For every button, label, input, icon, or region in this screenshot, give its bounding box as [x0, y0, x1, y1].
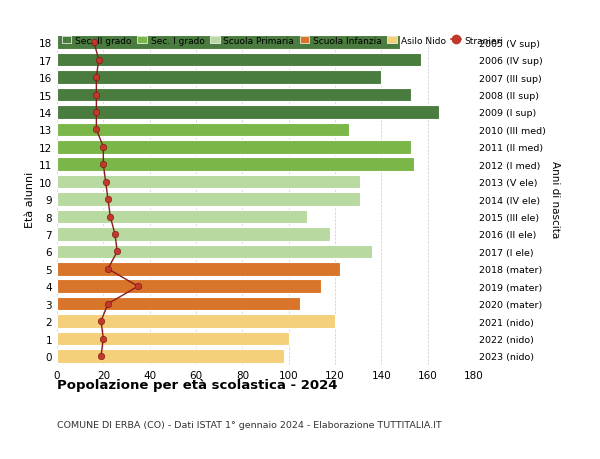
Point	[103, 266, 113, 273]
Point	[96, 353, 106, 360]
Point	[92, 126, 101, 134]
Point	[92, 109, 101, 117]
Point	[112, 248, 122, 256]
Point	[133, 283, 143, 290]
Text: COMUNE DI ERBA (CO) - Dati ISTAT 1° gennaio 2024 - Elaborazione TUTTITALIA.IT: COMUNE DI ERBA (CO) - Dati ISTAT 1° genn…	[57, 420, 442, 429]
Text: Popolazione per età scolastica - 2024: Popolazione per età scolastica - 2024	[57, 379, 337, 392]
Bar	[57, 263, 340, 276]
Bar	[57, 349, 284, 363]
Bar	[57, 245, 372, 258]
Point	[98, 144, 108, 151]
Bar	[57, 71, 382, 85]
Point	[94, 57, 103, 64]
Bar	[57, 314, 335, 328]
Bar	[57, 193, 361, 207]
Point	[98, 335, 108, 342]
Point	[98, 161, 108, 168]
Point	[110, 231, 120, 238]
Point	[106, 213, 115, 221]
Point	[92, 92, 101, 99]
Y-axis label: Età alunni: Età alunni	[25, 172, 35, 228]
Bar	[57, 210, 307, 224]
Bar	[57, 36, 400, 50]
Bar	[57, 228, 331, 241]
Bar	[57, 175, 361, 189]
Bar	[57, 141, 412, 154]
Bar	[57, 297, 300, 311]
Bar	[57, 54, 421, 67]
Point	[96, 318, 106, 325]
Bar	[57, 89, 412, 102]
Point	[103, 196, 113, 203]
Y-axis label: Anni di nascita: Anni di nascita	[550, 161, 560, 238]
Bar	[57, 158, 414, 172]
Legend: Sec. II grado, Sec. I grado, Scuola Primaria, Scuola Infanzia, Asilo Nido, Stran: Sec. II grado, Sec. I grado, Scuola Prim…	[62, 37, 504, 45]
Bar	[57, 106, 439, 119]
Point	[101, 179, 110, 186]
Bar	[57, 332, 289, 346]
Point	[92, 74, 101, 82]
Bar	[57, 123, 349, 137]
Point	[103, 300, 113, 308]
Point	[89, 39, 99, 47]
Bar	[57, 280, 321, 293]
